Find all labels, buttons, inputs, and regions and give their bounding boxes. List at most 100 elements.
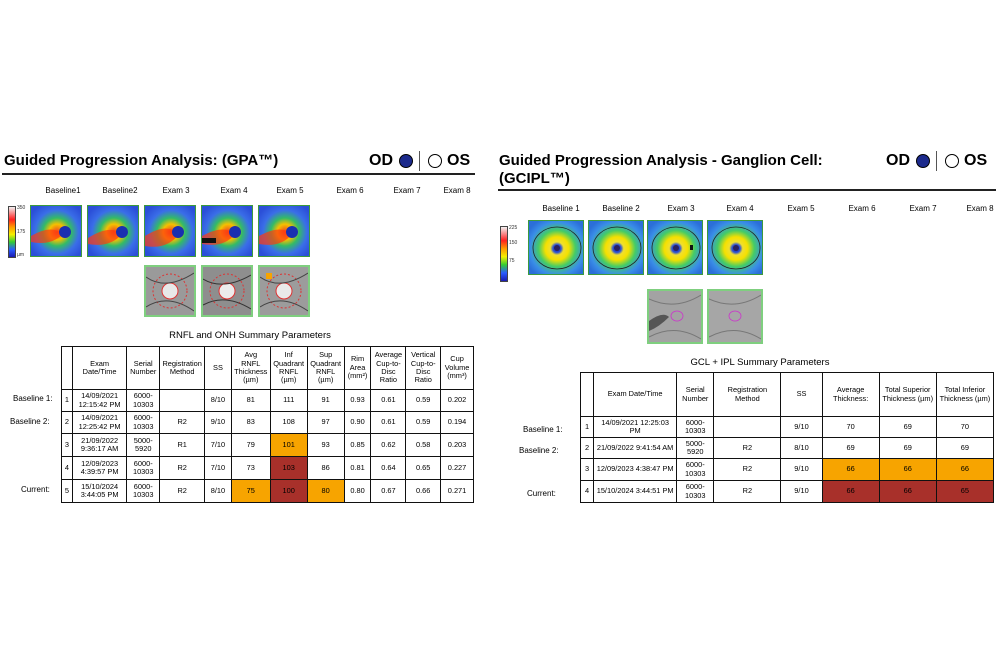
cell-inf-rnfl-highlight: 103 bbox=[269, 456, 308, 480]
cell-avg-cd: 0.62 bbox=[370, 433, 407, 457]
cell-index: 1 bbox=[579, 416, 595, 438]
cell-index: 2 bbox=[579, 437, 595, 459]
rnfl-thickness-map-baseline2[interactable] bbox=[87, 205, 139, 257]
rnfl-thickness-map-exam5[interactable] bbox=[258, 205, 310, 257]
cell-date: 14/09/2021 12:25:03 PM bbox=[593, 416, 678, 438]
cell-date: 21/09/2022 9:41:54 AM bbox=[593, 437, 678, 459]
fundus-image-exam3[interactable] bbox=[647, 289, 703, 344]
od-label: OD bbox=[886, 152, 910, 169]
cell-date: 12/09/2023 4:38:47 PM bbox=[593, 458, 678, 481]
col-header-inferior-thickness: Total Inferior Thickness (µm) bbox=[935, 372, 995, 417]
cell-vert-cd: 0.59 bbox=[405, 411, 442, 434]
cell-sup-rnfl: 91 bbox=[306, 389, 345, 412]
cell-inferior-thickness: 70 bbox=[935, 416, 995, 438]
rnfl-summary-table: Exam Date/Time Serial Number Registratio… bbox=[61, 346, 474, 503]
rnfl-thickness-map-exam4[interactable] bbox=[201, 205, 253, 257]
fundus-image bbox=[203, 267, 251, 315]
cell-avg-thickness: 70 bbox=[821, 416, 880, 438]
od-radio-selected-icon[interactable] bbox=[399, 154, 413, 168]
cell-inf-rnfl-highlight: 100 bbox=[269, 479, 308, 503]
fundus-image-exam4[interactable] bbox=[201, 265, 253, 317]
col-header-avg-thickness: Average Thickness: bbox=[821, 372, 880, 417]
cell-superior-thickness-highlight: 66 bbox=[878, 480, 937, 503]
cell-avg-thickness-highlight: 66 bbox=[821, 480, 880, 503]
cell-ss: 8/10 bbox=[204, 389, 232, 412]
right-scale-mid: 150 bbox=[509, 240, 518, 246]
cell-index: 3 bbox=[61, 433, 73, 457]
left-col-label: Exam 4 bbox=[220, 186, 248, 195]
cell-ss: 9/10 bbox=[780, 480, 823, 503]
left-color-scale bbox=[8, 206, 16, 258]
cell-ss: 9/10 bbox=[204, 411, 232, 434]
cell-vert-cd: 0.59 bbox=[405, 389, 442, 412]
cell-inf-rnfl-highlight: 101 bbox=[269, 433, 308, 457]
col-header-index bbox=[579, 372, 595, 417]
os-radio-icon[interactable] bbox=[428, 154, 442, 168]
table-row: 1 14/09/2021 12:25:03 PM 6000-10303 9/10… bbox=[579, 416, 995, 438]
os-radio-icon[interactable] bbox=[945, 154, 959, 168]
gcipl-thickness-map-baseline1[interactable] bbox=[528, 220, 584, 275]
fundus-image-exam5[interactable] bbox=[258, 265, 310, 317]
cell-date: 15/10/2024 3:44:05 PM bbox=[71, 479, 128, 503]
cell-inferior-thickness: 69 bbox=[935, 437, 995, 459]
table-row: 5 15/10/2024 3:44:05 PM 6000-10303 R2 8/… bbox=[61, 479, 474, 503]
fundus-image-exam4[interactable] bbox=[707, 289, 763, 344]
cell-vert-cd: 0.65 bbox=[405, 456, 442, 480]
cell-avg-rnfl: 81 bbox=[230, 389, 271, 412]
cell-serial: 6000-10303 bbox=[126, 479, 161, 503]
rnfl-map-image bbox=[202, 206, 252, 256]
right-color-scale bbox=[500, 226, 508, 282]
cell-sup-rnfl: 86 bbox=[306, 456, 345, 480]
cell-index: 1 bbox=[61, 389, 73, 412]
fundus-image-exam3[interactable] bbox=[144, 265, 196, 317]
right-col-label: Baseline 1 bbox=[542, 204, 580, 213]
od-radio-selected-icon[interactable] bbox=[916, 154, 930, 168]
gcipl-thickness-map-exam4[interactable] bbox=[707, 220, 763, 275]
cell-date: 12/09/2023 4:39:57 PM bbox=[71, 456, 128, 480]
cell-rim-area: 0.81 bbox=[343, 456, 372, 480]
cell-avg-rnfl-highlight: 75 bbox=[230, 479, 271, 503]
cell-registration: R2 bbox=[159, 456, 206, 480]
right-row-label: Baseline 1: bbox=[523, 425, 563, 434]
table-row: 3 21/09/2022 9:36:17 AM 5000-5920 R1 7/1… bbox=[61, 433, 474, 457]
cell-serial: 6000-10303 bbox=[676, 480, 715, 503]
left-row-label: Baseline 2: bbox=[10, 417, 50, 426]
cell-inferior-thickness-highlight: 66 bbox=[935, 458, 995, 481]
cell-date: 15/10/2024 3:44:51 PM bbox=[593, 480, 678, 503]
col-header-ss: SS bbox=[780, 372, 823, 417]
table-row: 4 15/10/2024 3:44:51 PM 6000-10303 R2 9/… bbox=[579, 480, 995, 503]
cell-avg-thickness-highlight: 66 bbox=[821, 458, 880, 481]
cell-index: 3 bbox=[579, 458, 595, 481]
right-col-label: Exam 6 bbox=[848, 204, 876, 213]
left-col-label: Exam 7 bbox=[393, 186, 421, 195]
cell-rim-area: 0.80 bbox=[343, 479, 372, 503]
cell-sup-rnfl: 97 bbox=[306, 411, 345, 434]
cell-ss: 9/10 bbox=[780, 458, 823, 481]
table-row: 1 14/09/2021 12:15:42 PM 6000-10303 8/10… bbox=[61, 389, 474, 412]
cell-sup-rnfl-highlight: 80 bbox=[306, 479, 345, 503]
col-header-index bbox=[61, 346, 73, 390]
col-header-sup-quadrant: Sup Quadrant RNFL (µm) bbox=[306, 346, 345, 390]
rnfl-thickness-map-exam3[interactable] bbox=[144, 205, 196, 257]
left-col-label: Exam 3 bbox=[162, 186, 190, 195]
cell-cup-volume: 0.202 bbox=[440, 389, 474, 412]
cell-rim-area: 0.85 bbox=[343, 433, 372, 457]
col-header-vert-cd: Vertical Cup-to-Disc Ratio bbox=[405, 346, 442, 390]
cell-registration bbox=[159, 389, 206, 412]
cell-serial: 5000-5920 bbox=[676, 437, 715, 459]
cell-serial: 6000-10303 bbox=[676, 458, 715, 481]
cell-serial: 6000-10303 bbox=[126, 456, 161, 480]
cell-cup-volume: 0.194 bbox=[440, 411, 474, 434]
right-col-label: Baseline 2 bbox=[602, 204, 640, 213]
gcipl-map-image bbox=[589, 221, 643, 274]
gcipl-map-image bbox=[708, 221, 762, 274]
right-scale-top: 225 bbox=[509, 225, 518, 231]
cell-avg-cd: 0.61 bbox=[370, 411, 407, 434]
cell-ss: 9/10 bbox=[780, 416, 823, 438]
col-header-serial: Serial Number bbox=[676, 372, 715, 417]
gcipl-thickness-map-exam3[interactable] bbox=[647, 220, 703, 275]
rnfl-thickness-map-baseline1[interactable] bbox=[30, 205, 82, 257]
gcipl-thickness-map-baseline2[interactable] bbox=[588, 220, 644, 275]
gcipl-summary-table: Exam Date/Time Serial Number Registratio… bbox=[579, 372, 995, 503]
cell-avg-rnfl: 79 bbox=[230, 433, 271, 457]
